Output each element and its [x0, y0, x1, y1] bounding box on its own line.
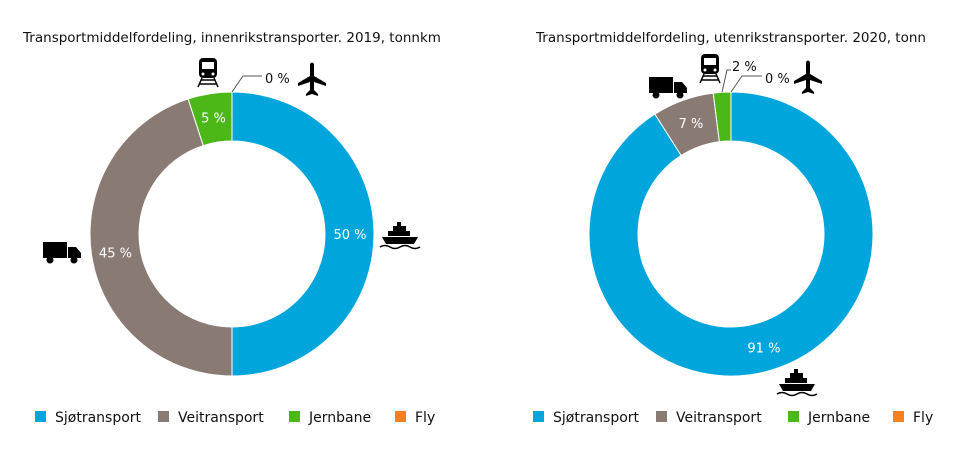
truck-icon	[43, 242, 81, 264]
chart-title: Transportmiddelfordeling, utenrikstransp…	[535, 30, 926, 46]
ship-icon	[379, 221, 421, 250]
legend-label: Sjøtransport	[553, 410, 640, 426]
legend-swatch	[533, 411, 544, 422]
truck-icon	[649, 77, 687, 99]
data-label: 5 %	[201, 111, 226, 126]
legend-swatch	[893, 411, 904, 422]
train-icon	[699, 53, 721, 84]
legend-swatch	[289, 411, 300, 422]
data-label: 45 %	[99, 246, 132, 261]
leader-line	[730, 75, 762, 93]
ship-icon	[776, 368, 818, 397]
plane-icon	[794, 60, 822, 94]
slice-jernbane	[187, 91, 233, 147]
legend-label: Veitransport	[676, 410, 762, 426]
slice-jernbane	[712, 91, 732, 143]
slice-sjøtransport	[231, 91, 375, 377]
legend-label: Jernbane	[807, 410, 870, 426]
leader-line	[721, 69, 731, 93]
legend-label: Jernbane	[308, 410, 371, 426]
legend-label: Fly	[415, 410, 435, 426]
legend-swatch	[35, 411, 46, 422]
legend-swatch	[656, 411, 667, 422]
data-label: 91 %	[747, 341, 780, 356]
slice-sjøtransport	[588, 91, 874, 377]
legend-swatch	[395, 411, 406, 422]
plane-icon	[298, 62, 326, 96]
legend-label: Fly	[913, 410, 933, 426]
data-label: 7 %	[679, 117, 704, 132]
legend-swatch	[788, 411, 799, 422]
data-label: 50 %	[333, 228, 366, 243]
slice-veitransport	[89, 98, 233, 377]
legend-label: Veitransport	[178, 410, 264, 426]
legend-label: Sjøtransport	[55, 410, 142, 426]
data-label: 0 %	[765, 72, 790, 87]
leader-line	[231, 75, 262, 93]
legend-swatch	[158, 411, 169, 422]
train-icon	[197, 57, 219, 88]
data-label: 0 %	[265, 72, 290, 87]
chart-title: Transportmiddelfordeling, innenrikstrans…	[22, 30, 441, 46]
data-label: 2 %	[732, 60, 757, 75]
